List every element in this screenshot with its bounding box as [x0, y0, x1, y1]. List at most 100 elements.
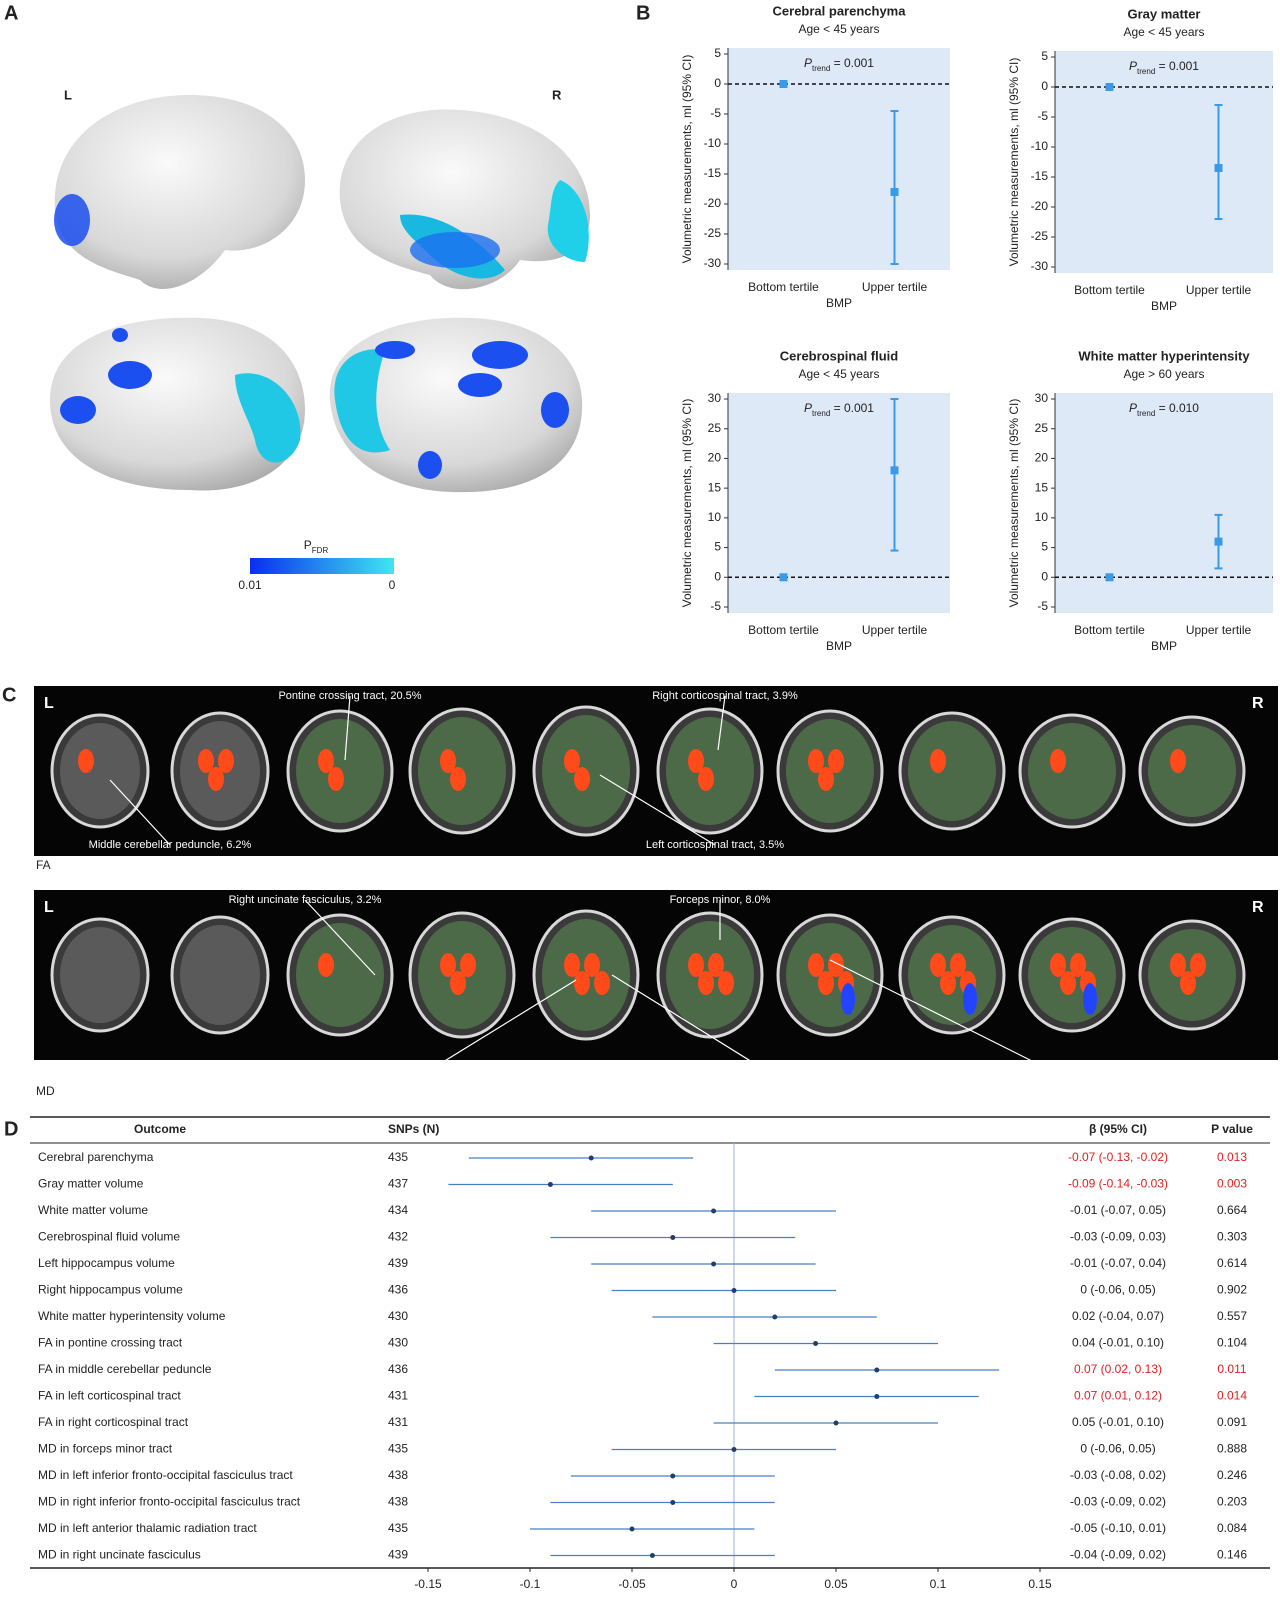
- n-label: 439: [388, 1548, 408, 1562]
- x-axis-label: BMP: [826, 639, 852, 653]
- tract-annotation: Pontine crossing tract, 20.5%: [278, 690, 421, 702]
- tract-blob: [828, 953, 844, 977]
- tract-blob: [564, 749, 580, 773]
- x-tick-label: 0.15: [1028, 1577, 1052, 1591]
- outcome-label: Cerebral parenchyma: [38, 1150, 154, 1164]
- y-tick-label: 10: [708, 510, 722, 524]
- side-label: R: [1252, 695, 1264, 712]
- p-value: = 0.001: [1155, 59, 1199, 73]
- p-subscript: trend: [812, 64, 830, 73]
- tract-annotation: Left corticospinal tract, 3.5%: [646, 839, 784, 851]
- annotation-line: [304, 899, 376, 976]
- chart-subtitle: Age > 60 years: [1123, 367, 1204, 381]
- y-axis-label: Volumetric measurements, ml (95% CI): [1007, 399, 1021, 608]
- chart-title: Gray matter: [1128, 6, 1201, 21]
- tract-blob: [198, 749, 214, 773]
- p-value: = 0.001: [830, 401, 874, 415]
- side-label: L: [44, 899, 54, 916]
- y-tick-label: 0: [1041, 79, 1048, 93]
- n-label: 436: [388, 1283, 408, 1297]
- tract-blob: [1050, 749, 1066, 773]
- x-tick-label: Upper tertile: [1186, 623, 1252, 637]
- tract-blob: [828, 749, 844, 773]
- x-tick-label: -0.05: [618, 1577, 646, 1591]
- column-header: P value: [1211, 1122, 1253, 1136]
- n-label: 430: [388, 1309, 408, 1323]
- p-value-label: 0.011: [1217, 1362, 1246, 1376]
- y-tick-label: 15: [708, 480, 722, 494]
- p-value-label: 0.246: [1217, 1468, 1247, 1482]
- hemisphere-label: R: [552, 87, 562, 102]
- p-value: = 0.010: [1155, 401, 1199, 415]
- y-tick-label: 15: [1035, 480, 1049, 494]
- panel-label: D: [4, 1118, 18, 1140]
- side-label: R: [1252, 899, 1264, 916]
- estimate-point: [833, 1420, 839, 1426]
- point: [1105, 573, 1114, 582]
- estimate-point: [588, 1155, 594, 1161]
- outcome-label: FA in left corticospinal tract: [38, 1389, 181, 1403]
- n-label: 430: [388, 1336, 408, 1350]
- y-tick-label: -25: [704, 226, 722, 240]
- tract-blob: [1050, 953, 1066, 977]
- estimate-point: [629, 1526, 635, 1532]
- column-header: SNPs (N): [388, 1122, 439, 1136]
- n-label: 435: [388, 1150, 408, 1164]
- tract-blob: [808, 749, 824, 773]
- tract-blob: [328, 767, 344, 791]
- x-tick-label: Bottom tertile: [748, 623, 819, 637]
- tract-blob: [440, 953, 456, 977]
- strip-caption: MD: [36, 1084, 55, 1098]
- estimate-point: [874, 1394, 880, 1399]
- tract-annotation: Left inferior fronto-occipital fasciculu…: [324, 1064, 536, 1076]
- y-tick-label: -10: [1031, 139, 1049, 153]
- brain-tissue: [180, 925, 260, 1025]
- brain-tissue: [60, 723, 140, 819]
- n-label: 438: [388, 1495, 408, 1509]
- tract-blob: [1170, 953, 1186, 977]
- outcome-label: MD in right inferior fronto-occipital fa…: [38, 1495, 301, 1509]
- y-tick-label: -5: [1037, 109, 1048, 123]
- point: [1105, 83, 1114, 91]
- n-label: 434: [388, 1203, 408, 1217]
- estimate-label: -0.01 (-0.07, 0.04): [1070, 1256, 1166, 1270]
- p-annotation: Ptrend = 0.001: [804, 401, 874, 417]
- p-value-label: 0.013: [1217, 1150, 1247, 1164]
- p-value-label: 0.303: [1217, 1230, 1247, 1244]
- y-tick-label: -30: [704, 256, 722, 270]
- estimate-label: 0.07 (0.01, 0.12): [1074, 1389, 1162, 1403]
- y-tick-label: -25: [1031, 229, 1049, 243]
- p-value-label: 0.614: [1217, 1256, 1247, 1270]
- x-tick-label: -0.15: [414, 1577, 442, 1591]
- tract-annotation: Left anterior thalamic radiation, 4.0%: [960, 1064, 1139, 1076]
- tract-annotation: Right corticospinal tract, 3.9%: [652, 690, 798, 702]
- tract-annotation: Middle cerebellar peduncle, 6.2%: [89, 839, 252, 851]
- outcome-label: MD in right uncinate fasciculus: [38, 1548, 201, 1562]
- y-tick-label: 5: [714, 46, 721, 60]
- y-tick-label: -15: [1031, 169, 1049, 183]
- colorbar-tick: 0.01: [238, 578, 262, 592]
- y-tick-label: -5: [710, 106, 721, 120]
- n-label: 439: [388, 1256, 408, 1270]
- tract-blob: [460, 953, 476, 977]
- n-label: 431: [388, 1389, 408, 1403]
- tract-blob: [708, 953, 724, 977]
- tract-blob: [1190, 953, 1206, 977]
- estimate-point: [711, 1261, 717, 1267]
- estimate-point: [731, 1288, 737, 1293]
- estimate-point: [772, 1314, 778, 1320]
- outcome-label: Right hippocampus volume: [38, 1283, 183, 1297]
- n-label: 438: [388, 1468, 408, 1482]
- estimate-label: 0.02 (-0.04, 0.07): [1072, 1309, 1164, 1323]
- tract-blob: [584, 953, 600, 977]
- n-label: 435: [388, 1521, 408, 1535]
- estimate-label: -0.03 (-0.09, 0.02): [1070, 1495, 1166, 1509]
- annotation-line: [829, 959, 1051, 1071]
- estimate-label: 0 (-0.06, 0.05): [1080, 1442, 1155, 1456]
- estimate-point: [731, 1447, 737, 1452]
- estimate-point: [813, 1341, 819, 1346]
- tract-blob: [950, 953, 966, 977]
- y-tick-label: -20: [1031, 199, 1049, 213]
- tract-blob: [698, 971, 714, 995]
- outcome-label: White matter hyperintensity volume: [38, 1309, 226, 1323]
